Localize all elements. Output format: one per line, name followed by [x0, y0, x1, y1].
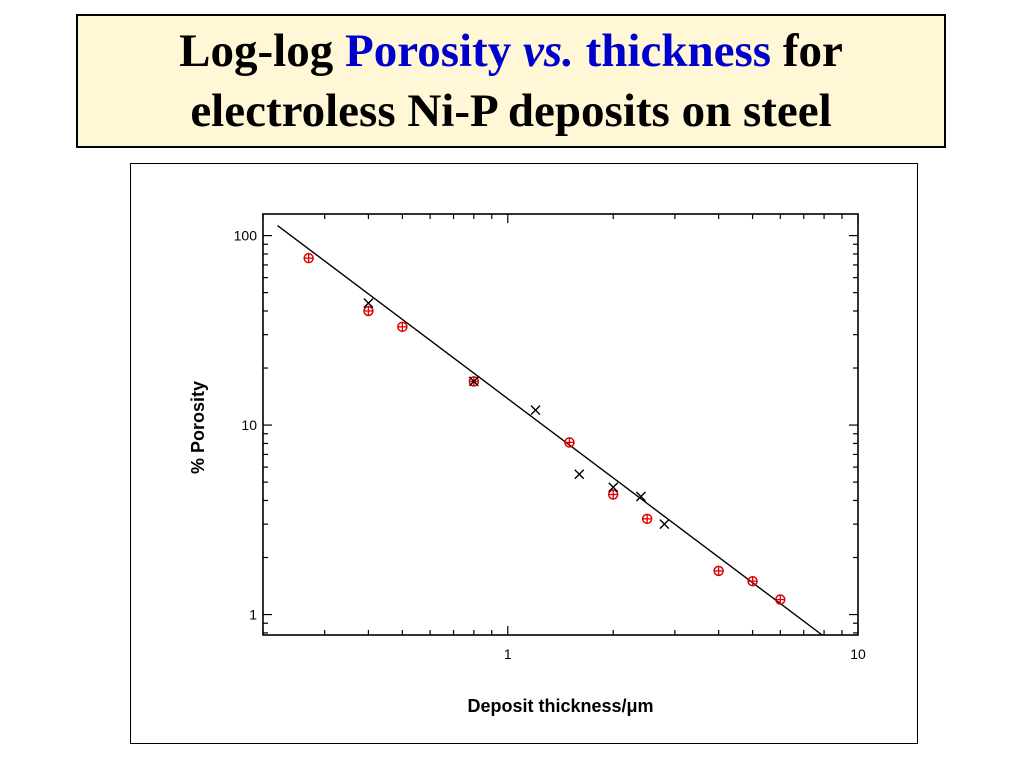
y-tick-label: 100 — [234, 228, 258, 244]
title-text-loglog: Log-log — [179, 25, 345, 77]
y-axis-title: % Porosity — [188, 381, 208, 474]
data-point-circled-plus — [747, 575, 758, 587]
plot-border — [262, 213, 859, 636]
title-text-for: for — [771, 25, 843, 77]
data-point-x — [608, 482, 619, 493]
data-point-x — [659, 519, 670, 530]
title-text-vs: vs. — [522, 25, 574, 77]
y-tick-label: 1 — [249, 607, 257, 623]
marker-x-stroke-b — [468, 376, 479, 387]
title-text-porosity: Porosity — [344, 25, 523, 77]
data-point-circled-plus — [641, 513, 653, 525]
marker-x-stroke-b — [363, 298, 374, 309]
marker-x-stroke-b — [574, 469, 585, 480]
data-point-circled-plus — [397, 321, 408, 333]
data-point-circled-plus — [303, 252, 314, 264]
title-text-thickness: thickness — [573, 25, 772, 77]
y-tick-label: 10 — [241, 417, 257, 433]
x-tick-label: 10 — [850, 646, 866, 662]
slide-title-box: Log-log Porosity vs. thickness for elect… — [76, 14, 946, 148]
data-point-circled-plus — [607, 489, 619, 500]
fit-line — [277, 224, 823, 635]
data-point-x — [574, 469, 585, 480]
data-point-circled-plus — [564, 437, 575, 448]
data-point-circled-plus — [363, 305, 374, 317]
plot-area: 1 10 1 10 100 — [234, 213, 866, 662]
chart-frame: 1 10 1 10 100 Deposit thickness/μm % Porosit… — [130, 163, 918, 744]
porosity-chart: 1 10 1 10 100 Deposit thickness/μm % Porosit… — [188, 213, 866, 716]
x-axis-title: Deposit thickness/μm — [467, 696, 653, 716]
data-point-x — [635, 491, 646, 502]
slide-title-line-1: Log-log Porosity vs. thickness for — [179, 21, 843, 81]
data-point-circled-plus — [775, 594, 786, 605]
data-point-x — [363, 298, 374, 309]
data-point-x — [530, 405, 541, 416]
x-tick-label: 1 — [504, 646, 512, 662]
marker-x-stroke-b — [530, 405, 541, 416]
slide-title-line-2: electroless Ni-P deposits on steel — [190, 85, 832, 137]
data-point-circled-plus — [713, 565, 724, 577]
data-point-x — [468, 376, 479, 387]
marker-x-stroke-b — [635, 491, 646, 502]
marker-x-stroke-b — [608, 482, 619, 493]
marker-x-stroke-b — [659, 519, 670, 530]
